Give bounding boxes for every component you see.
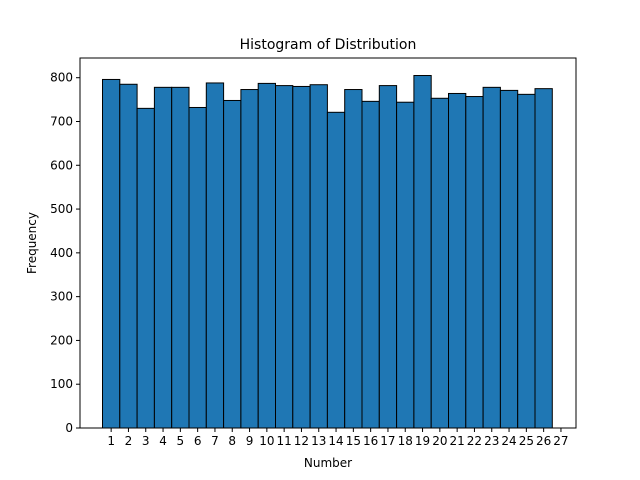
- x-tick-label: 4: [159, 434, 167, 448]
- bar-13: [309, 84, 328, 429]
- y-tick-label: 0: [65, 421, 73, 435]
- x-tick-label: 21: [450, 434, 465, 448]
- y-tick-label: 500: [50, 202, 73, 216]
- bar-21: [448, 92, 467, 429]
- bar-8: [223, 99, 242, 429]
- x-tick-label: 6: [194, 434, 202, 448]
- y-tick-label: 300: [50, 290, 73, 304]
- bar-9: [240, 89, 259, 429]
- x-tick-label: 24: [501, 434, 516, 448]
- bar-11: [275, 85, 294, 429]
- bar-18: [396, 101, 415, 429]
- bar-1: [102, 78, 121, 429]
- x-tick-label: 11: [277, 434, 292, 448]
- x-tick-label: 7: [211, 434, 219, 448]
- x-tick-label: 5: [177, 434, 185, 448]
- x-tick-label: 12: [294, 434, 309, 448]
- x-tick-label: 10: [259, 434, 274, 448]
- x-axis-label: Number: [304, 456, 352, 470]
- bar-25: [517, 93, 536, 429]
- y-axis-ticks: 0 100 200 300 400 500 600 700 800: [50, 71, 80, 435]
- x-tick-label: 17: [380, 434, 395, 448]
- x-tick-label: 26: [536, 434, 551, 448]
- bar-6: [188, 106, 207, 429]
- x-tick-label: 15: [346, 434, 361, 448]
- bar-7: [205, 82, 225, 429]
- bar-16: [361, 100, 380, 429]
- bar-24: [499, 89, 519, 429]
- y-axis-label: Frequency: [25, 212, 39, 274]
- bar-3: [136, 107, 155, 429]
- bar-2: [119, 83, 138, 429]
- y-tick-label: 200: [50, 333, 73, 347]
- bar-20: [430, 97, 450, 429]
- x-tick-label: 25: [519, 434, 534, 448]
- x-tick-label: 20: [432, 434, 447, 448]
- bar-10: [257, 82, 277, 429]
- x-tick-label: 3: [142, 434, 150, 448]
- y-tick-label: 100: [50, 377, 73, 391]
- chart-title: Histogram of Distribution: [240, 37, 417, 53]
- y-tick-label: 800: [50, 71, 73, 85]
- bar-4: [153, 86, 173, 429]
- x-tick-label: 9: [246, 434, 254, 448]
- x-axis-ticks: 1 2 3 4 5 6 7 8 9 10 11 12 13 14 15 16 17 18 19 20 21 22 23 24 2…: [107, 428, 569, 448]
- bar-17: [378, 85, 398, 429]
- bar-5: [171, 86, 190, 429]
- x-tick-label: 19: [415, 434, 430, 448]
- bar-12: [292, 85, 311, 429]
- x-tick-label: 27: [553, 434, 568, 448]
- bar-22: [465, 96, 484, 429]
- x-tick-label: 2: [125, 434, 133, 448]
- y-tick-label: 400: [50, 246, 73, 260]
- bars-group: [102, 75, 553, 429]
- x-tick-label: 23: [484, 434, 499, 448]
- x-tick-label: 13: [311, 434, 326, 448]
- bar-23: [482, 86, 501, 429]
- bar-19: [413, 75, 432, 429]
- x-tick-label: 14: [328, 434, 343, 448]
- bar-15: [344, 89, 363, 429]
- x-tick-label: 16: [363, 434, 378, 448]
- plot-frame: [79, 57, 577, 429]
- x-tick-label: 18: [398, 434, 413, 448]
- x-tick-label: 22: [467, 434, 482, 448]
- bar-14: [326, 111, 346, 429]
- y-tick-label: 600: [50, 158, 73, 172]
- x-tick-label: 8: [228, 434, 236, 448]
- bar-26: [534, 88, 553, 429]
- x-tick-label: 1: [107, 434, 115, 448]
- y-tick-label: 700: [50, 114, 73, 128]
